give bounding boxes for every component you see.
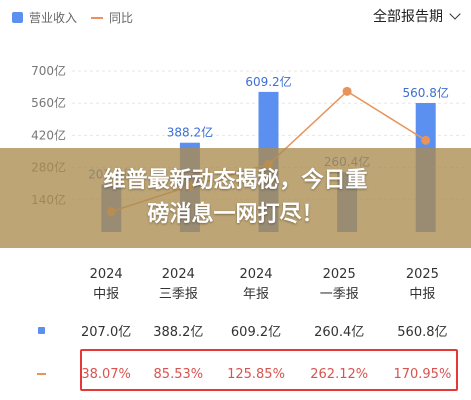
table-header-cell: 2024 三季报 (142, 262, 214, 308)
banner-line-2: 磅消息一网打尽！ (147, 202, 324, 227)
banner-text: 维普最新动态揭秘，今日重 磅消息一网打尽！ (56, 164, 416, 232)
table-cell: 560.8亿 (397, 324, 448, 340)
table-row-yoy: 38.07% 85.53% 125.85% 262.12% 170.95% (12, 352, 464, 396)
line-marker-icon (36, 373, 46, 375)
header-period: 中报 (93, 287, 120, 302)
legend-revenue-label: 营业收入 (29, 11, 78, 25)
bar-marker-icon (37, 326, 45, 334)
header-period: 年报 (243, 287, 270, 302)
table-header-cell: 2025 中报 (381, 262, 464, 308)
table-cell: 170.95% (393, 366, 452, 382)
period-select-dropdown[interactable]: 全部报告期 (373, 6, 461, 26)
header-year: 2024 (239, 267, 273, 282)
table-cell: 260.4亿 (314, 324, 365, 340)
yoy-point (421, 135, 431, 145)
bar-data-label: 560.8亿 (403, 85, 449, 100)
chevron-down-icon (449, 8, 461, 20)
table-header-cell: 2024 年报 (214, 262, 297, 308)
y-tick-label: 560亿 (31, 95, 66, 110)
table-header-row: 2024 中报 2024 三季报 2024 年报 2025 一季报 2025 中报 (12, 262, 464, 308)
chart-header: 营业收入 同比 全部报告期 (0, 0, 471, 36)
table-cell: 609.2亿 (230, 324, 282, 340)
legend-line-swatch-icon (91, 16, 104, 19)
legend-bar-swatch-icon (12, 12, 23, 23)
period-select-label: 全部报告期 (373, 9, 443, 25)
header-year: 2025 (322, 267, 356, 282)
legend-yoy-label: 同比 (109, 11, 134, 25)
revenue-marker-cell (12, 308, 70, 352)
header-year: 2024 (161, 267, 195, 282)
y-tick-label: 700亿 (31, 63, 66, 78)
y-tick-label: 420亿 (31, 127, 66, 142)
table-header-cell: 2024 中报 (70, 262, 142, 308)
table-cell: 207.0亿 (81, 324, 132, 340)
chart-legend: 营业收入 同比 (12, 9, 133, 26)
table-cell: 85.53% (153, 366, 204, 382)
banner-line-1: 维普最新动态揭秘，今日重 (103, 168, 368, 193)
table-header-cell: 2025 一季报 (298, 262, 381, 308)
table-cell: 262.12% (310, 366, 369, 382)
header-year: 2025 (405, 267, 439, 282)
yoy-marker-cell (12, 352, 70, 396)
header-period: 中报 (409, 287, 436, 302)
table-corner-cell (12, 262, 70, 308)
table-cell: 38.07% (81, 366, 131, 382)
bar-data-label: 388.2亿 (167, 125, 213, 140)
yoy-highlight-box (80, 349, 458, 391)
legend-item-revenue[interactable]: 营业收入 (12, 9, 77, 26)
header-period: 一季报 (319, 287, 359, 302)
legend-item-yoy[interactable]: 同比 (91, 9, 133, 26)
header-year: 2024 (89, 267, 123, 282)
overlay-banner: 维普最新动态揭秘，今日重 磅消息一网打尽！ (0, 148, 471, 248)
bar-data-label: 609.2亿 (245, 74, 291, 89)
table-row-revenue: 207.0亿 388.2亿 609.2亿 260.4亿 560.8亿 (12, 308, 464, 352)
header-period: 三季报 (158, 287, 198, 302)
table-cell: 388.2亿 (153, 324, 204, 340)
data-table: 2024 中报 2024 三季报 2024 年报 2025 一季报 2025 中报 207… (12, 262, 464, 396)
yoy-point (342, 86, 352, 96)
table-cell: 125.85% (227, 366, 285, 382)
